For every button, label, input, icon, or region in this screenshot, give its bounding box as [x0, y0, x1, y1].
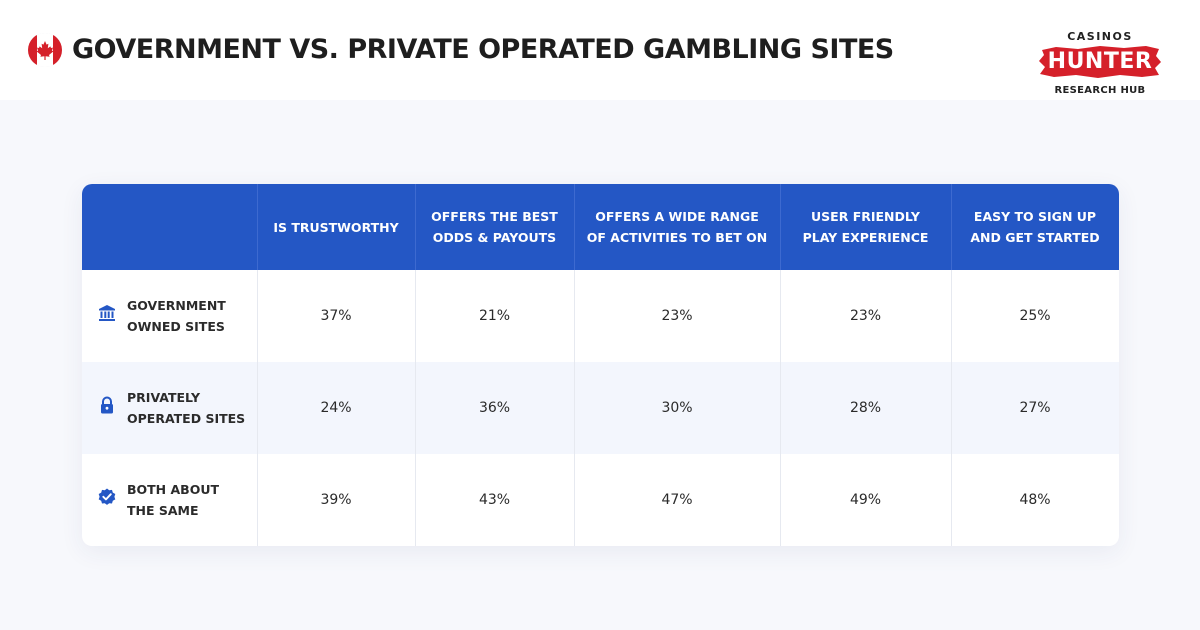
table-cell-value: 23% [849, 308, 882, 324]
logo-top-text: CASINOS [1067, 30, 1133, 43]
verified-badge-icon [98, 488, 116, 506]
column-divider [780, 184, 781, 546]
table-cell-value: 37% [320, 308, 352, 324]
header-divider [257, 184, 258, 270]
row-label: GOVERNMENT OWNED SITES [127, 298, 226, 334]
table-header-row [82, 184, 1119, 270]
column-header: USER FRIENDLY PLAY EXPERIENCE [802, 209, 929, 245]
column-header: IS TRUSTWORTHY [273, 219, 399, 235]
bank-building-icon [98, 304, 116, 322]
column-divider [257, 184, 258, 546]
table-cell-value: 25% [1019, 308, 1051, 324]
table-row: GOVERNMENT OWNED SITES 37% 21% 23% 23% 25% [82, 270, 1119, 362]
table-cell-value: 49% [849, 492, 882, 508]
column-divider [574, 184, 575, 546]
table-row: BOTH ABOUT THE SAME 39% 43% 47% 49% 48% [82, 454, 1119, 546]
column-header: OFFERS A WIDE RANGE OF ACTIVITIES TO BET… [586, 209, 768, 245]
column-divider [951, 184, 952, 546]
casinos-hunter-logo: CASINOS HUNTER RESEARCH HUB [1030, 30, 1170, 100]
column-divider [415, 184, 416, 546]
table-cell-value: 47% [661, 492, 693, 508]
page-header: GOVERNMENT VS. PRIVATE OPERATED GAMBLING… [0, 0, 1200, 100]
column-header: EASY TO SIGN UP AND GET STARTED [970, 209, 1100, 245]
table-cell-value: 36% [478, 400, 511, 416]
logo-brush-banner: HUNTER [1038, 44, 1162, 80]
row-label: PRIVATELY OPERATED SITES [127, 390, 246, 426]
table-cell-value: 43% [478, 492, 511, 508]
logo-main-text: HUNTER [1047, 49, 1153, 74]
table-cell-value: 23% [661, 308, 693, 324]
logo-bottom-text: RESEARCH HUB [1054, 85, 1146, 96]
row-label: BOTH ABOUT THE SAME [127, 482, 219, 518]
header-divider [780, 184, 781, 270]
page-title: GOVERNMENT VS. PRIVATE OPERATED GAMBLING… [72, 34, 894, 65]
survey-table: GOVERNMENT OWNED SITES 37% 21% 23% 23% 25% PRI… [82, 184, 1119, 546]
lock-icon [98, 396, 116, 414]
header-divider [415, 184, 416, 270]
table-cell-value: 21% [478, 308, 511, 324]
column-header: OFFERS THE BEST ODDS & PAYOUTS [431, 209, 558, 245]
table-cell-value: 27% [1019, 400, 1051, 416]
table-cell-value: 24% [320, 400, 352, 416]
canada-flag-icon [28, 33, 62, 67]
table-cell-value: 39% [320, 492, 352, 508]
header-divider [951, 184, 952, 270]
table-row: PRIVATELY OPERATED SITES 24% 36% 30% 28% 27% [82, 362, 1119, 454]
table-cell-value: 28% [849, 400, 882, 416]
table-cell-value: 30% [661, 400, 693, 416]
table-cell-value: 48% [1019, 492, 1051, 508]
header-divider [574, 184, 575, 270]
